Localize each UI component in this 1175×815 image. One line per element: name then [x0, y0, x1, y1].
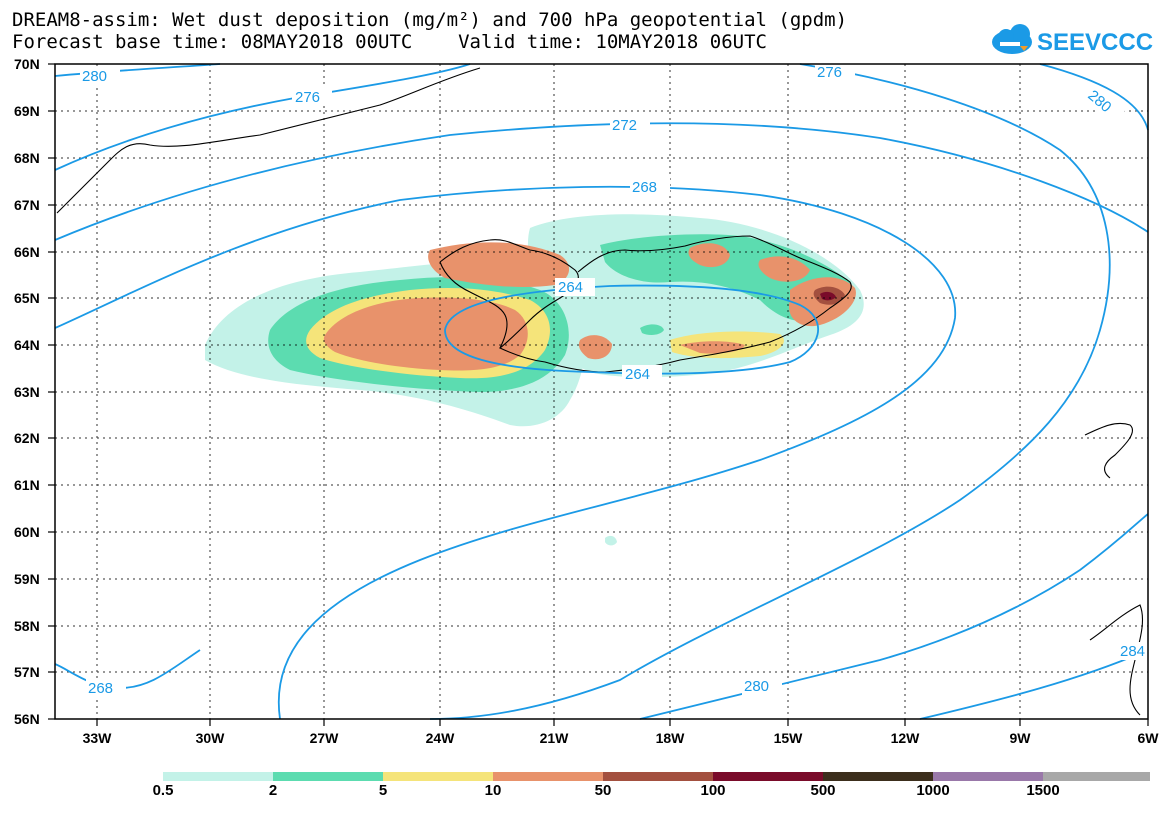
lat-label: 60N	[14, 524, 40, 540]
contour-label-276-n: 276	[817, 64, 842, 81]
legend-swatch	[493, 772, 603, 781]
coastlines	[56, 67, 1144, 716]
lon-label: 15W	[774, 730, 804, 746]
legend-swatch	[273, 772, 383, 781]
legend-swatch	[1043, 772, 1150, 781]
lat-label: 57N	[14, 664, 40, 680]
legend-label: 50	[594, 782, 612, 799]
legend-label: 5	[378, 782, 388, 799]
legend-swatch	[933, 772, 1043, 781]
legend-label: 10	[484, 782, 502, 799]
legend-swatch	[603, 772, 713, 781]
geopotential-contours	[54, 63, 1149, 720]
lat-label: 61N	[14, 477, 40, 493]
lat-label: 67N	[14, 197, 40, 213]
dust-deposition-shading	[205, 214, 864, 546]
lon-label: 27W	[310, 730, 340, 746]
lat-label: 62N	[14, 430, 40, 446]
map-subtitle: Forecast base time: 08MAY2018 00UTC Vali…	[12, 31, 767, 53]
lat-label: 70N	[14, 56, 40, 72]
lat-label: 65N	[14, 290, 40, 306]
lat-label: 66N	[14, 244, 40, 260]
legend-label: 0.5	[152, 782, 174, 799]
lat-label: 68N	[14, 150, 40, 166]
lon-label: 12W	[891, 730, 921, 746]
longitude-labels: 33W 30W 27W 24W 21W 18W 15W 12W 9W 6W	[83, 730, 1160, 746]
lon-label: 6W	[1138, 730, 1160, 746]
lat-label: 64N	[14, 337, 40, 353]
lat-label: 56N	[14, 711, 40, 727]
cloud-icon	[992, 24, 1032, 54]
lat-label: 63N	[14, 384, 40, 400]
seevccc-logo: SEEVCCC	[992, 24, 1153, 56]
contour-label-280-s: 280	[744, 678, 769, 695]
contour-labels: 280 276 280 272 276 268 264 264 268 280 …	[80, 63, 1148, 697]
legend-label: 1500	[1026, 782, 1060, 799]
contour-label-272: 272	[612, 117, 637, 134]
legend-label: 500	[810, 782, 836, 799]
lat-label: 69N	[14, 103, 40, 119]
legend-swatch	[383, 772, 493, 781]
legend-swatch	[163, 772, 273, 781]
lon-label: 24W	[426, 730, 456, 746]
contour-label-264-s: 264	[625, 366, 650, 383]
lat-label: 59N	[14, 571, 40, 587]
legend-label: 1000	[916, 782, 950, 799]
contour-label-268-sw: 268	[88, 680, 113, 697]
legend-label: 2	[268, 782, 278, 799]
contour-label-284: 284	[1120, 643, 1145, 660]
contour-label-264-n: 264	[558, 279, 583, 296]
legend-colorbar	[163, 772, 1150, 781]
lon-label: 18W	[656, 730, 686, 746]
axis-ticks	[48, 63, 1149, 726]
legend-swatch	[713, 772, 823, 781]
legend-swatch	[823, 772, 933, 781]
legend-label: 100	[700, 782, 726, 799]
lon-label: 30W	[196, 730, 226, 746]
lon-label: 9W	[1010, 730, 1032, 746]
contour-label-280: 280	[82, 68, 107, 85]
lon-label: 21W	[540, 730, 570, 746]
logo-text: SEEVCCC	[1037, 29, 1153, 56]
contour-label-268: 268	[632, 179, 657, 196]
map-title: DREAM8-assim: Wet dust deposition (mg/m²…	[12, 9, 848, 31]
lat-label: 58N	[14, 618, 40, 634]
lon-label: 33W	[83, 730, 113, 746]
contour-label-276: 276	[295, 89, 320, 106]
latitude-labels: 70N 69N 68N 67N 66N 65N 64N 63N 62N 61N …	[14, 56, 40, 727]
